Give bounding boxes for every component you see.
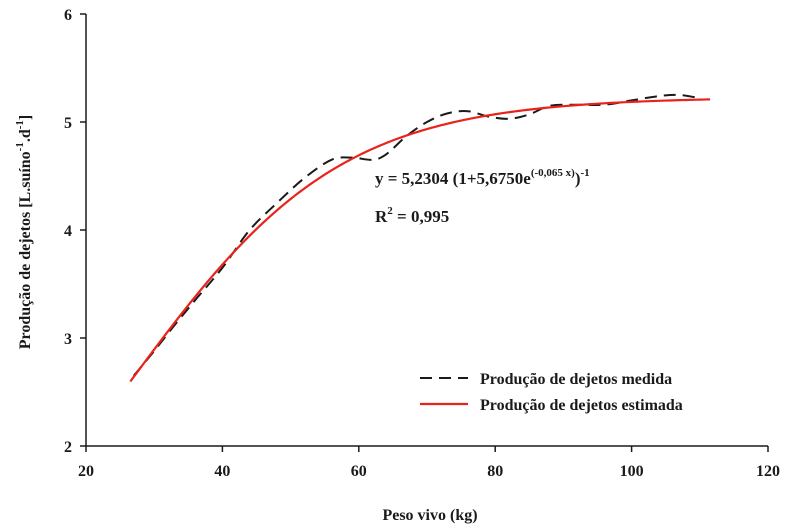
y-tick-label: 3 <box>64 331 72 348</box>
equation-main: y = 5,2304 (1+5,6750e <box>375 169 531 188</box>
equation-exponent: (-0,065 x) <box>531 167 575 179</box>
r2-prefix: R <box>375 207 388 226</box>
x-axis-label: Peso vivo (kg) <box>382 507 477 524</box>
y-tick-label: 6 <box>64 7 72 24</box>
y-axis-ticks: 2 3 4 5 6 <box>64 7 86 456</box>
equation-tail: ) <box>575 169 581 188</box>
equation-tail-sup: -1 <box>581 167 590 179</box>
x-tick-label: 80 <box>487 463 503 480</box>
y-axis-label-sup1: -1 <box>14 142 26 151</box>
series-layer <box>129 93 711 383</box>
x-tick-label: 40 <box>214 463 230 480</box>
series-estimated-line <box>129 98 711 383</box>
r2-annotation: R2 = 0,995 <box>375 205 449 226</box>
x-tick-label: 20 <box>78 463 94 480</box>
y-axis-label-mid: .d <box>17 129 34 142</box>
y-tick-label: 4 <box>64 223 72 240</box>
y-axis-label-sup2: -1 <box>14 120 26 129</box>
y-axis-label: Produção de dejetos [L.suíno-1.d-1] <box>14 115 34 350</box>
legend-label-estimated: Produção de dejetos estimada <box>480 397 683 414</box>
y-tick-label: 5 <box>64 115 72 132</box>
legend-label-measured: Produção de dejetos medida <box>480 371 672 388</box>
r2-sup: 2 <box>387 205 393 217</box>
x-tick-label: 120 <box>756 463 780 480</box>
legend: Produção de dejetos medida Produção de d… <box>420 371 683 414</box>
y-axis-label-main: Produção de dejetos [L.suíno <box>17 151 34 349</box>
series-measured-line <box>132 93 700 377</box>
x-tick-label: 100 <box>620 463 644 480</box>
y-tick-label: 2 <box>64 439 72 456</box>
x-tick-label: 60 <box>351 463 367 480</box>
y-axis-label-end: ] <box>17 115 34 120</box>
r2-suffix: = 0,995 <box>393 207 449 226</box>
equation-annotation: y = 5,2304 (1+5,6750e(-0,065 x))-1 <box>375 167 590 188</box>
x-axis-ticks: 20 40 60 80 100 120 <box>78 446 780 480</box>
